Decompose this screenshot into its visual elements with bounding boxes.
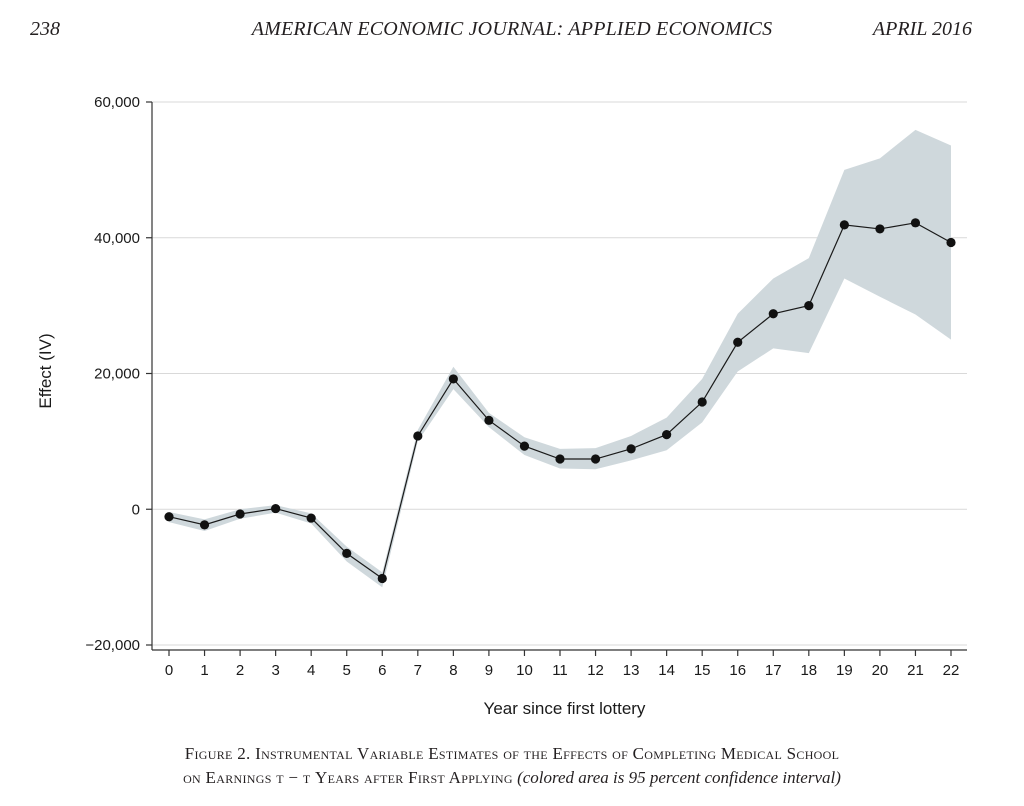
data-point [484,415,494,425]
data-point [413,431,423,441]
issue-date: APRIL 2016 [872,18,972,40]
x-tick-label: 0 [165,662,173,679]
data-point [839,220,849,230]
data-point [377,573,387,584]
data-point [662,429,672,440]
x-tick-label: 2 [236,662,244,679]
running-head: 238 AMERICAN ECONOMIC JOURNAL: APPLIED E… [0,18,1024,44]
x-tick-label: 18 [800,662,817,679]
x-tick-label: 15 [694,662,711,679]
x-tick-label: 16 [729,662,746,679]
x-tick-label: 20 [872,662,889,679]
x-tick-label: 5 [343,662,351,679]
confidence-band [169,129,951,588]
y-axis-title: Effect (IV) [36,333,55,408]
data-point [875,224,885,234]
x-tick-label: 11 [552,662,568,679]
data-point [306,513,316,523]
caption-line-2: on Earnings t − τ Years after First Appl… [183,768,513,787]
journal-title: AMERICAN ECONOMIC JOURNAL: APPLIED ECONO… [251,18,773,40]
x-axis-title: Year since first lottery [484,699,646,718]
x-tick-label: 8 [449,662,457,679]
data-point [164,512,174,522]
x-tick-label: 13 [623,662,640,679]
data-point [804,301,814,311]
y-tick-label: 20,000 [94,366,140,383]
data-point [342,548,352,558]
data-point [555,454,565,464]
x-tick-label: 4 [307,662,315,679]
caption-line-1: Figure 2. Instrumental Variable Estimate… [184,744,840,763]
page-number: 238 [30,18,60,40]
data-point [697,397,707,407]
data-point [199,520,210,530]
data-point [590,454,601,464]
x-tick-label: 19 [836,662,853,679]
data-point [910,218,921,228]
data-point [519,441,530,451]
y-tick-label: 0 [132,501,140,518]
data-point [235,509,245,519]
data-point [626,444,636,454]
x-tick-label: 17 [765,662,782,679]
data-point [733,337,743,347]
x-tick-label: 9 [485,662,493,679]
data-point [768,309,778,319]
y-tick-label: 60,000 [94,94,140,111]
x-tick-label: 1 [200,662,208,679]
x-tick-label: 6 [378,662,386,679]
data-point [946,237,956,248]
data-point [448,374,458,384]
x-tick-label: 14 [658,662,675,679]
caption-note: (colored area is 95 percent confidence i… [517,768,841,787]
x-tick-label: 7 [414,662,422,679]
x-tick-label: 21 [907,662,924,679]
data-point [271,503,281,514]
figure-caption: Figure 2. Instrumental Variable Estimate… [0,742,1024,790]
x-tick-label: 22 [943,662,960,679]
y-tick-label: 40,000 [94,230,140,247]
y-tick-label: −20,000 [85,637,140,654]
x-tick-label: 3 [271,662,279,679]
x-tick-label: 12 [587,662,604,679]
x-tick-label: 10 [516,662,533,679]
